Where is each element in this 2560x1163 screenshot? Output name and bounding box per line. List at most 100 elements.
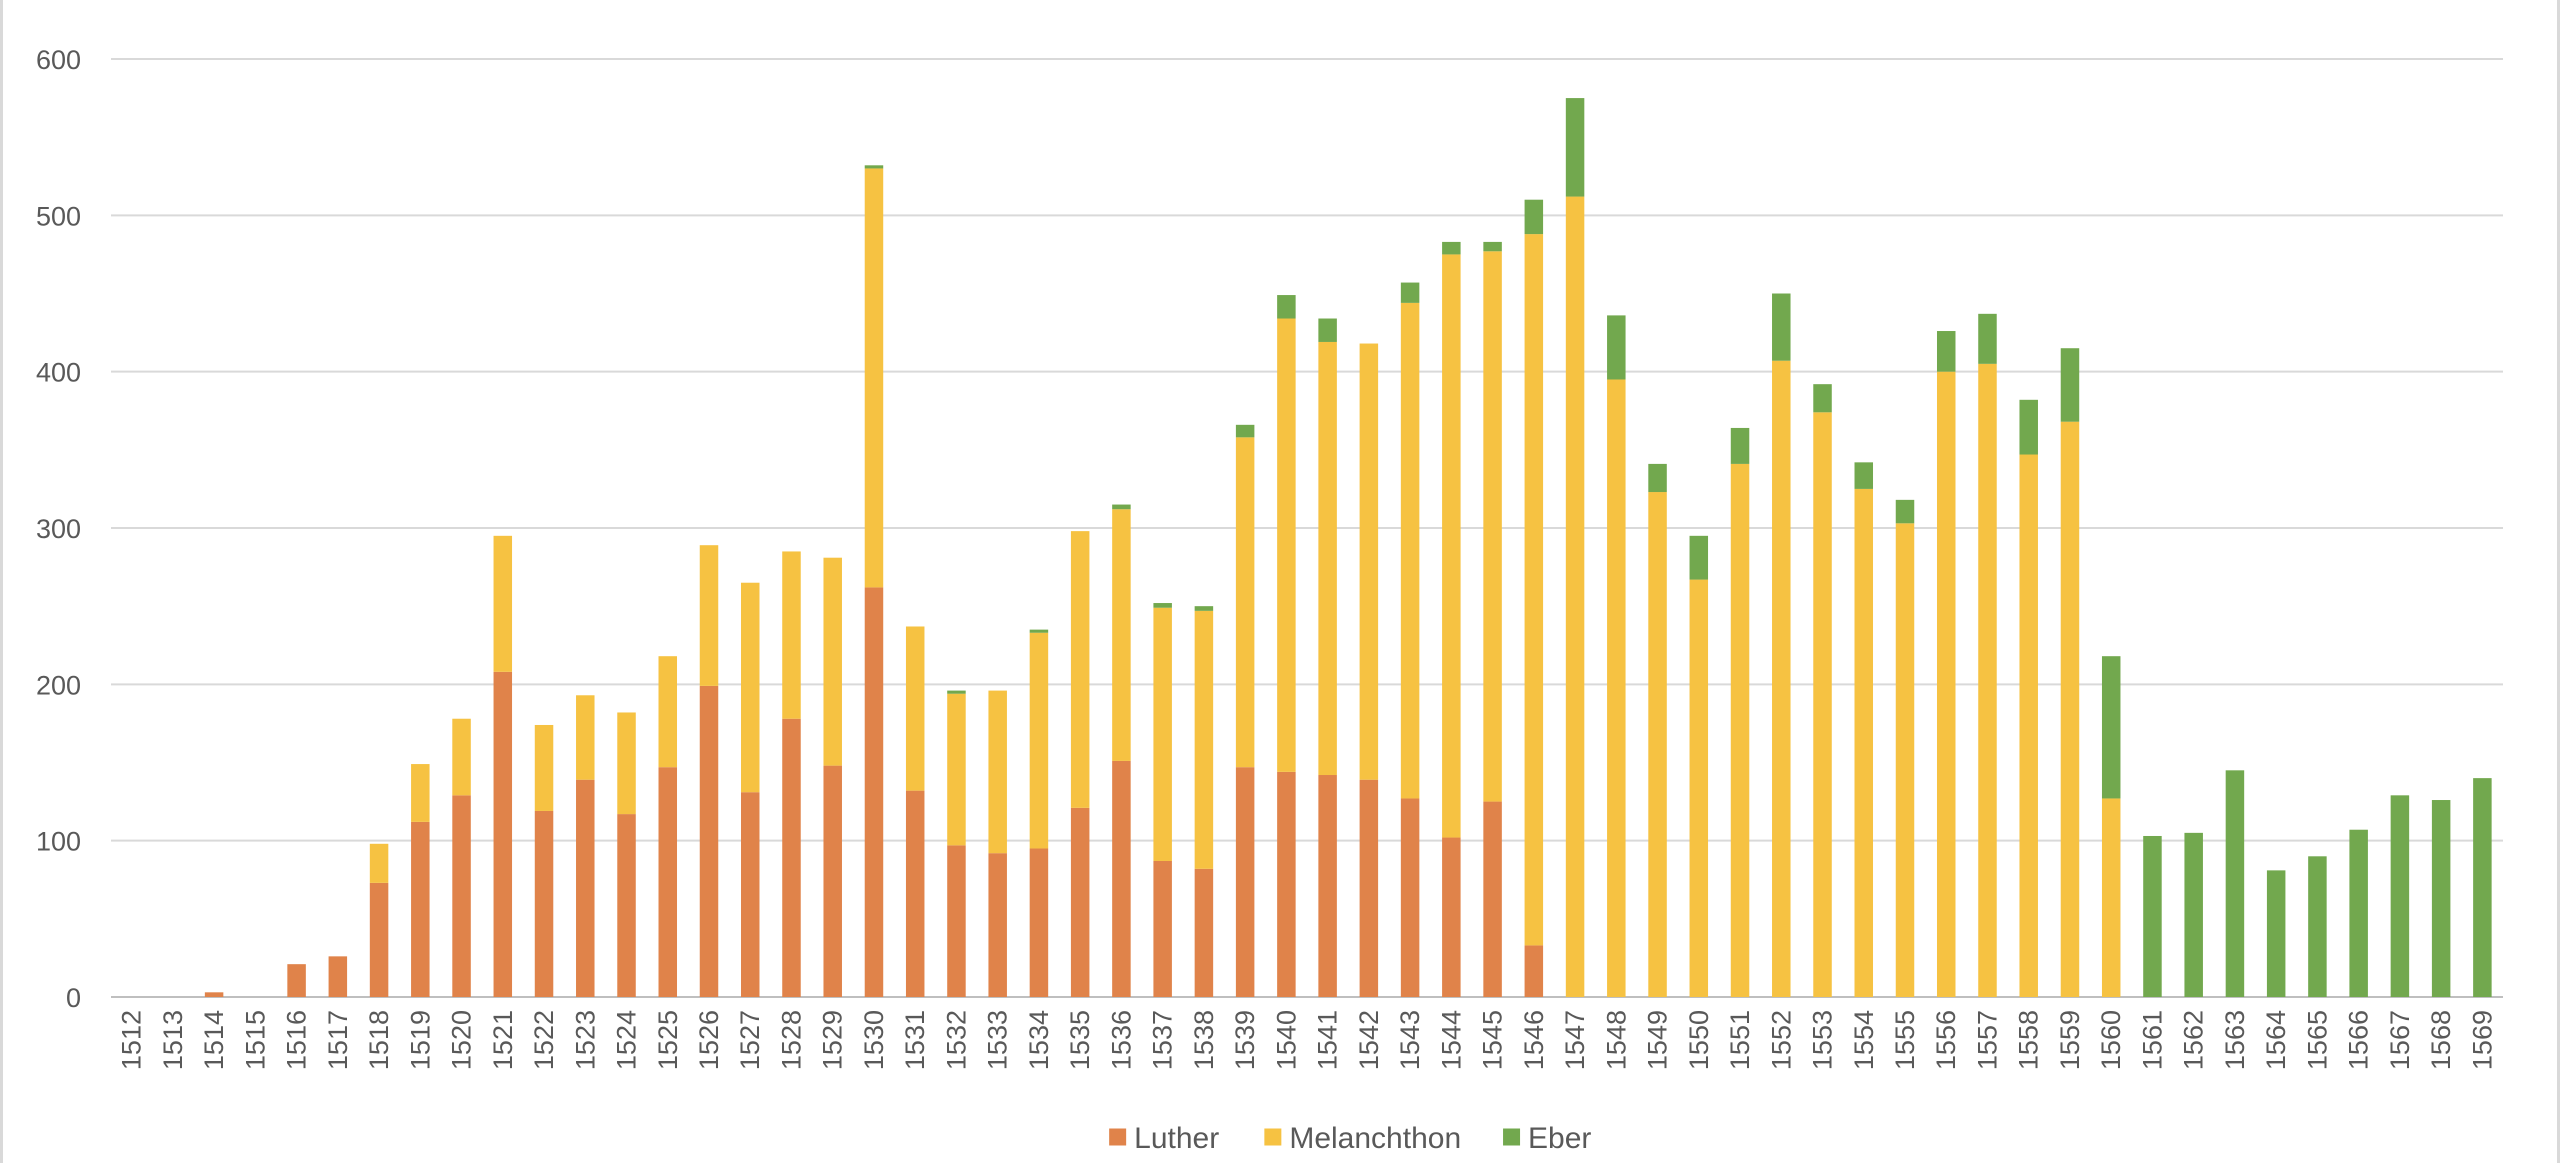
x-tick-label: 1542 (1354, 1010, 1384, 1070)
bar-luther-1536 (1112, 760, 1131, 997)
bar-luther-1546 (1524, 945, 1544, 997)
bar-eber-1546 (1524, 199, 1544, 235)
bar-melanchthon-1522 (534, 724, 554, 811)
x-tick-label: 1556 (1931, 1010, 1961, 1070)
bar-luther-1529 (823, 765, 842, 997)
x-tick-label: 1546 (1519, 1010, 1549, 1070)
bar-eber-1564 (2266, 870, 2286, 997)
bar-melanchthon-1520 (452, 718, 471, 796)
y-tick-label: 600 (36, 45, 81, 75)
x-tick-label: 1526 (694, 1010, 724, 1070)
y-tick-label: 100 (36, 827, 81, 857)
y-tick-label: 200 (36, 670, 81, 700)
x-tick-label: 1522 (529, 1010, 559, 1070)
x-tick-label: 1527 (735, 1010, 765, 1070)
bar-eber-1567 (2390, 795, 2410, 997)
bar-melanchthon-1519 (411, 764, 430, 822)
bar-eber-1540 (1277, 295, 1296, 319)
bar-melanchthon-1528 (782, 551, 801, 719)
bar-melanchthon-1557 (1978, 363, 1997, 998)
x-tick-label: 1563 (2220, 1010, 2250, 1070)
bar-melanchthon-1542 (1359, 343, 1379, 780)
bar-melanchthon-1536 (1112, 509, 1131, 761)
bar-melanchthon-1558 (2019, 454, 2038, 997)
bar-luther-1539 (1235, 767, 1255, 997)
stacked-bar-chart: 0 100 200 300 400 500 600 1512 1513 1514 1515 1516 1… (36, 45, 2503, 1155)
bar-luther-1530 (864, 587, 884, 997)
bar-eber-1553 (1813, 384, 1832, 413)
bar-melanchthon-1532 (947, 693, 966, 846)
x-tick-label: 1559 (2055, 1010, 2085, 1070)
x-tick-label: 1568 (2426, 1010, 2456, 1070)
bar-luther-1534 (1029, 848, 1049, 997)
bar-melanchthon-1554 (1854, 488, 1874, 997)
x-tick-label: 1520 (447, 1010, 477, 1070)
x-tick-label: 1525 (653, 1010, 683, 1070)
bar-luther-1535 (1070, 807, 1090, 997)
bar-luther-1528 (782, 718, 801, 997)
x-tick-label: 1538 (1189, 1010, 1219, 1070)
bar-eber-1562 (2184, 832, 2203, 997)
bar-eber-1560 (2101, 656, 2121, 799)
x-tick-label: 1528 (776, 1010, 806, 1070)
x-tick-label: 1523 (570, 1010, 600, 1070)
x-tick-label: 1521 (488, 1010, 518, 1070)
x-tick-label: 1532 (941, 1010, 971, 1070)
y-tick-label: 400 (36, 358, 81, 388)
bar-eber-1550 (1689, 535, 1709, 580)
bar-luther-1516 (287, 964, 306, 997)
bar-eber-1557 (1978, 313, 1997, 364)
x-tick-label: 1554 (1849, 1010, 1879, 1070)
bar-luther-1525 (658, 767, 678, 997)
x-tick-label: 1524 (612, 1010, 642, 1070)
x-tick-label: 1543 (1395, 1010, 1425, 1070)
x-tick-label: 1567 (2385, 1010, 2415, 1070)
x-tick-label: 1536 (1106, 1010, 1136, 1070)
bar-melanchthon-1525 (658, 656, 678, 768)
bar-melanchthon-1545 (1483, 251, 1502, 802)
bar-melanchthon-1537 (1153, 607, 1172, 861)
x-tick-label: 1513 (158, 1010, 188, 1070)
bar-luther-1519 (411, 821, 430, 997)
x-tick-label: 1560 (2096, 1010, 2126, 1070)
x-tick-label: 1544 (1436, 1010, 1466, 1070)
x-tick-label: 1564 (2261, 1010, 2291, 1070)
bar-luther-1538 (1194, 868, 1214, 997)
x-tick-label: 1547 (1560, 1010, 1590, 1070)
bar-luther-1518 (369, 882, 389, 997)
x-tick-label: 1558 (2014, 1010, 2044, 1070)
bar-luther-1521 (493, 671, 513, 997)
bar-melanchthon-1524 (617, 712, 636, 815)
x-tick-label: 1562 (2179, 1010, 2209, 1070)
bar-eber-1556 (1936, 331, 1956, 372)
x-tick-label: 1512 (117, 1010, 147, 1070)
bar-eber-1538 (1194, 606, 1214, 611)
bar-melanchthon-1543 (1400, 302, 1420, 799)
bar-melanchthon-1550 (1689, 579, 1709, 997)
x-tick-label: 1553 (1808, 1010, 1838, 1070)
bar-luther-1542 (1359, 779, 1379, 997)
bar-melanchthon-1553 (1813, 412, 1832, 997)
x-tick-label: 1516 (282, 1010, 312, 1070)
bar-melanchthon-1546 (1524, 234, 1544, 946)
bar-luther-1520 (452, 795, 471, 997)
bar-luther-1514 (204, 992, 224, 997)
bar-eber-1537 (1153, 603, 1172, 608)
bar-melanchthon-1533 (988, 690, 1007, 854)
x-tick-label: 1514 (199, 1010, 229, 1070)
bar-eber-1559 (2060, 348, 2080, 422)
bar-luther-1537 (1153, 860, 1172, 997)
legend-swatch-melanchthon (1264, 1128, 1282, 1146)
x-tick-label: 1529 (818, 1010, 848, 1070)
bar-eber-1561 (2143, 835, 2162, 997)
bar-eber-1543 (1400, 282, 1420, 303)
bar-melanchthon-1555 (1895, 523, 1915, 997)
x-tick-label: 1540 (1271, 1010, 1301, 1070)
legend-swatch-eber (1503, 1128, 1521, 1146)
x-tick-label: 1534 (1024, 1010, 1054, 1070)
bar-eber-1554 (1854, 462, 1874, 489)
x-tick-label: 1535 (1065, 1010, 1095, 1070)
bar-melanchthon-1518 (369, 843, 389, 883)
bar-eber-1569 (2473, 778, 2492, 997)
